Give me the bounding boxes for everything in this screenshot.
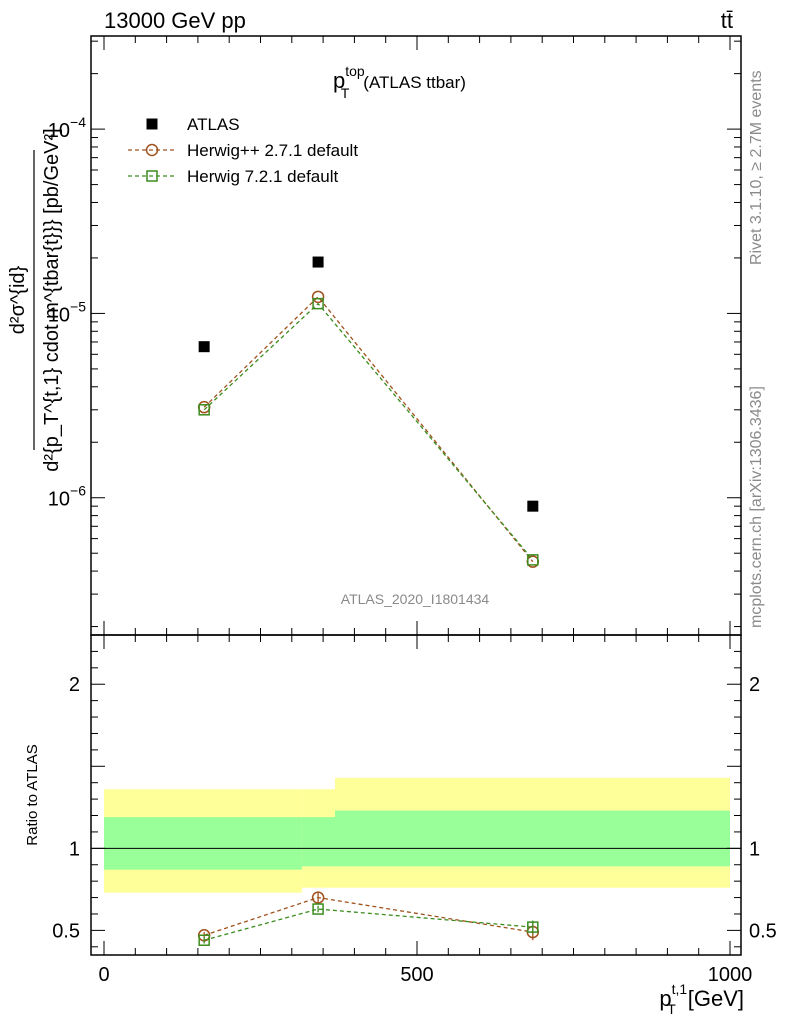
- y-tick-label-1: 10−5: [48, 298, 86, 326]
- ratio-point-s1-2: [527, 921, 539, 933]
- ratio-y-tick-label-right-0: 0.5: [749, 920, 777, 942]
- x-tick-label-1: 500: [400, 964, 433, 986]
- ratio-y-tick-label-right-1: 1: [749, 838, 760, 860]
- main-point-s0-1: [312, 256, 324, 268]
- legend: ATLAS Herwig++ 2.7.1 default Herwig 7.2.1 …: [128, 115, 358, 186]
- ratio-y-tick-label-left-2: 2: [69, 674, 80, 696]
- x-tick-label-0: 0: [98, 964, 109, 986]
- ylabel-numerator: d²σ^{id}: [7, 265, 29, 334]
- ratio-band-green-0: [104, 817, 302, 870]
- title-suffix: (ATLAS ttbar): [363, 73, 466, 92]
- ratio-y-tick-label-left-0: 0.5: [52, 920, 80, 942]
- title-sub: T: [341, 85, 350, 101]
- legend-label-2: Herwig 7.2.1 default: [187, 167, 338, 186]
- svg-text:d²σ^{id}: d²σ^{id}: [7, 265, 29, 334]
- xlabel-sup: t,1: [672, 981, 688, 997]
- ratio-band-green-1: [301, 817, 335, 867]
- xlabel-unit: [GeV]: [688, 986, 744, 1011]
- ratio-frame: [90, 634, 742, 956]
- header-right: tt̄: [721, 8, 733, 33]
- main-title: ptop T (ATLAS ttbar): [333, 63, 466, 101]
- main-series-line-1: [203, 295, 534, 563]
- main-series-line-2: [203, 302, 534, 561]
- ratio-point-s1-0: [198, 934, 210, 946]
- main-point-s0-0: [198, 341, 210, 353]
- rivet-label: Rivet 3.1.10, ≥ 2.7M events: [748, 70, 765, 265]
- title-main: p: [333, 68, 345, 93]
- main-ylabel: d²σ^{id} d²{p_T^{t,1} cdot m^{tbar{t}}} …: [7, 128, 63, 471]
- ratio-series-line-1: [203, 908, 533, 941]
- xlabel-sub: T: [667, 1001, 676, 1017]
- legend-label-1: Herwig++ 2.7.1 default: [187, 141, 358, 160]
- legend-label-0: ATLAS: [187, 115, 240, 134]
- xlabel-main: p: [659, 986, 671, 1011]
- main-point-s2-0: [198, 404, 210, 416]
- y-tick-label-2: 10−6: [48, 483, 86, 511]
- main-point-s2-2: [527, 554, 539, 566]
- ratio-point-s1-1: [312, 903, 324, 915]
- legend-marker-0: [146, 118, 158, 130]
- legend-marker-2: [146, 170, 158, 182]
- main-point-s2-1: [312, 297, 324, 310]
- ratio-panel: 0 500 1000 0.5 0.5 1 1 2 2: [52, 634, 777, 986]
- mcplots-label: mcplots.cern.ch [arXiv:1306.3436]: [748, 386, 765, 628]
- ratio-series-line-0: [203, 896, 533, 936]
- ratio-ylabel: Ratio to ATLAS: [24, 744, 41, 845]
- ratio-y-tick-label-right-2: 2: [749, 674, 760, 696]
- main-point-s1-1: [311, 290, 325, 304]
- header-left: 13000 GeV pp: [104, 8, 246, 33]
- y-tick-label-0: 10−4: [48, 114, 86, 142]
- x-tick-label-2: 1000: [708, 964, 753, 986]
- legend-marker-1: [145, 143, 159, 157]
- main-point-s0-2: [527, 500, 539, 512]
- title-sup: top: [345, 63, 365, 79]
- ratio-band-green-2: [334, 810, 730, 867]
- svg-text:d²{p_T^{t,1} cdot m^{tbar{t}}}: d²{p_T^{t,1} cdot m^{tbar{t}}} [pb/GeV²]: [41, 128, 63, 471]
- x-axis-label: pt,1 T [GeV]: [659, 981, 744, 1017]
- ylabel-denominator: d²{p_T^{t,1} cdot m^{tbar{t}}} [pb/GeV²]: [41, 128, 63, 471]
- analysis-watermark: ATLAS_2020_I1801434: [341, 591, 490, 607]
- ratio-point-s0-1: [311, 891, 325, 904]
- ratio-y-tick-label-left-1: 1: [69, 838, 80, 860]
